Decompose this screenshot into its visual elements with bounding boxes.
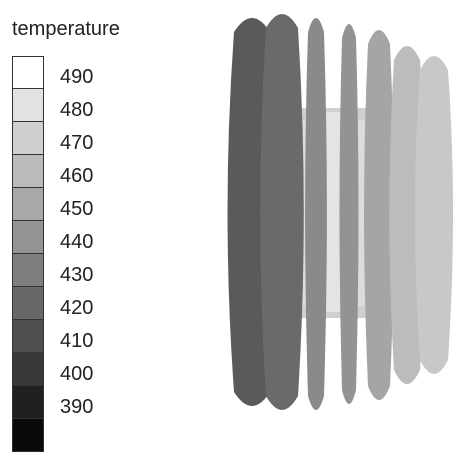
legend-swatch bbox=[12, 320, 44, 353]
legend-label: 470 bbox=[60, 132, 94, 154]
legend-swatches bbox=[12, 56, 44, 452]
legend-label: 440 bbox=[60, 231, 94, 253]
legend-swatch bbox=[12, 89, 44, 122]
fin-7 bbox=[414, 56, 454, 374]
fin-2 bbox=[260, 14, 304, 410]
legend-swatch bbox=[12, 155, 44, 188]
fin-6 bbox=[389, 46, 425, 384]
legend-label: 420 bbox=[60, 297, 94, 319]
legend-swatch bbox=[12, 221, 44, 254]
legend-swatch bbox=[12, 188, 44, 221]
legend-label: 400 bbox=[60, 363, 94, 385]
temperature-field-render bbox=[227, 14, 454, 410]
legend-swatch bbox=[12, 353, 44, 386]
fin-4 bbox=[339, 24, 359, 404]
fin-5 bbox=[364, 30, 394, 400]
legend-label: 450 bbox=[60, 198, 94, 220]
legend-title: temperature bbox=[12, 18, 120, 40]
legend-label: 490 bbox=[60, 66, 94, 88]
legend-swatch bbox=[12, 56, 44, 89]
fin-3 bbox=[305, 18, 327, 410]
legend-label: 410 bbox=[60, 330, 94, 352]
legend-swatch bbox=[12, 122, 44, 155]
legend-swatch bbox=[12, 386, 44, 419]
legend-swatch bbox=[12, 287, 44, 320]
legend-swatch bbox=[12, 254, 44, 287]
legend-label: 390 bbox=[60, 396, 94, 418]
legend-label: 430 bbox=[60, 264, 94, 286]
fin-stack bbox=[227, 14, 454, 410]
legend-label: 480 bbox=[60, 99, 94, 121]
legend-label: 460 bbox=[60, 165, 94, 187]
